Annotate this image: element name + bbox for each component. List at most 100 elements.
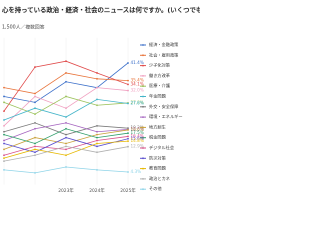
point [3,101,5,104]
value-label: 12.9% [131,144,144,149]
point [127,140,129,143]
point [65,142,67,145]
value-label: 18.8% [131,126,144,131]
point [96,86,98,89]
point [3,160,5,162]
point [127,79,129,82]
legend-dot [142,147,144,149]
legend-dot [142,167,144,170]
point [65,72,67,74]
point [127,137,129,140]
point [65,60,67,63]
legend-dot [142,157,144,160]
chart: 心を持っている政治・経済・社会のニュースは何ですか。(いくつでも) 1,500人… [2,5,200,194]
point [3,119,5,121]
legend-dot [142,136,144,139]
point [96,136,98,139]
value-label: 32.0% [131,88,144,93]
legend-dot [142,75,144,77]
legend-label: 防災対策 [149,154,167,161]
value-label: 16.4% [131,133,144,138]
point [96,98,98,101]
point [3,139,5,142]
point [96,145,98,148]
legend-label: 少子化対策 [149,62,171,69]
point [65,127,67,130]
point [127,171,129,173]
value-label: 27.6% [131,101,144,106]
point [96,169,98,171]
legend-dot [142,44,144,46]
value-label: 41.4% [131,60,144,65]
point [96,133,98,136]
value-label: 19.2% [131,125,144,130]
point [65,133,67,136]
value-label: 18.6% [131,127,144,132]
point [127,83,129,86]
point [96,104,98,107]
point [34,101,36,104]
value-label: 35.4% [131,78,144,83]
value-label: 4.3% [131,169,142,174]
point [34,127,36,130]
chart-title: 心を持っている政治・経済・社会のニュースは何ですか。(いくつでも) [2,5,200,14]
point [34,148,36,151]
legend-label: 地方創生 [149,123,166,130]
point [3,86,5,89]
point [34,136,36,139]
point [127,135,129,138]
point [127,102,129,105]
legend-label: 働き方改革 [149,72,170,79]
point [65,122,67,124]
point [34,95,36,98]
legend-label: 年金問題 [149,93,167,100]
point [65,95,67,98]
point [65,166,67,168]
x-tick-label: 2023年 [58,187,74,194]
point [34,92,36,95]
point [3,110,5,113]
legend-dot [142,105,144,108]
legend-label: 経済・金融政策 [149,41,179,48]
point [3,130,5,133]
point [3,148,5,151]
x-tick-label: 2024年 [89,187,105,194]
point [3,133,5,136]
legend-label: その他 [149,185,162,192]
point [34,122,36,124]
value-label: 27.8% [131,100,144,105]
legend-dot [142,95,144,98]
point [3,157,5,160]
point [65,148,67,151]
point [34,145,36,148]
point [65,116,67,118]
x-tick-label: 2025年 [120,187,136,194]
point [127,132,129,135]
point [3,154,5,157]
legend-dot [142,116,144,118]
legend-dot [142,178,144,180]
point [34,171,36,174]
legend-dot [142,126,144,129]
point [3,95,5,98]
legend-dot [142,54,144,57]
value-label: 17.5% [131,130,144,135]
point [127,145,129,148]
point [34,113,36,115]
legend-label: 教育問題 [149,165,167,172]
point [34,107,36,110]
point [96,124,98,127]
point [65,80,67,83]
point [127,62,129,64]
point [96,151,98,154]
point [96,130,98,133]
chart-subtitle: 1,500人／複数回答 [2,24,45,31]
point [96,139,98,142]
legend-dot [142,188,144,191]
point [3,142,5,145]
legend-label: 環境・エネルギー [149,113,183,120]
point [3,124,5,127]
point [3,169,5,171]
legend-dot [142,85,144,88]
point [96,77,98,80]
